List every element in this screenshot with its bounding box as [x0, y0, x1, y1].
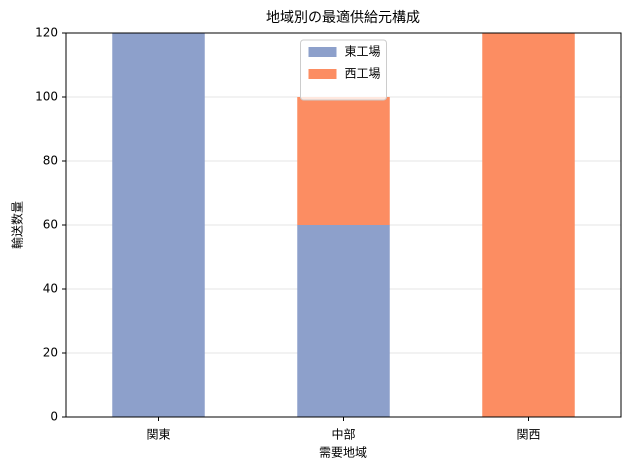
legend-swatch — [308, 69, 337, 79]
bar-segment — [112, 33, 205, 417]
y-axis-label: 輸送数量 — [10, 201, 25, 249]
legend-label: 東工場 — [345, 45, 381, 59]
x-tick-label: 関西 — [516, 428, 540, 442]
y-tick-label: 0 — [50, 410, 58, 424]
y-tick-label: 60 — [43, 218, 58, 232]
bar-segment — [297, 225, 390, 417]
legend-swatch — [308, 47, 337, 57]
chart-title: 地域別の最適供給元構成 — [266, 9, 420, 26]
y-tick-label: 80 — [43, 154, 58, 168]
y-tick-label: 40 — [43, 282, 58, 296]
x-tick-label: 関東 — [146, 428, 170, 442]
bar-segment — [297, 97, 390, 225]
plot-frame — [65, 32, 622, 418]
x-tick-label: 中部 — [331, 427, 355, 442]
x-axis-label: 需要地域 — [319, 446, 367, 460]
y-tick-label: 20 — [43, 346, 58, 360]
legend-label: 西工場 — [345, 67, 381, 81]
bar-segment — [482, 33, 575, 417]
y-tick-label: 100 — [35, 90, 58, 104]
y-tick-label: 120 — [35, 26, 58, 40]
